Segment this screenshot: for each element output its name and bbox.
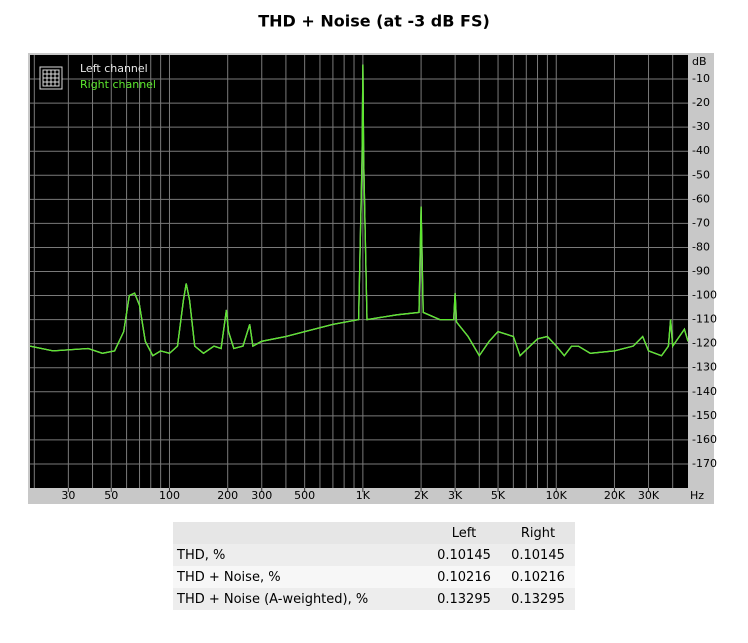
row-label: THD + Noise, % bbox=[173, 566, 427, 588]
x-tick-label: 5K bbox=[491, 489, 506, 502]
x-tick-label: 300 bbox=[251, 489, 272, 502]
x-tick-label: 10K bbox=[546, 489, 568, 502]
x-unit: Hz bbox=[690, 489, 704, 502]
results-table: Left Right THD, % 0.10145 0.10145 THD + Nois… bbox=[173, 522, 575, 610]
y-tick-label: -120 bbox=[692, 337, 717, 350]
x-tick-label: 500 bbox=[294, 489, 315, 502]
y-tick-label: -40 bbox=[692, 144, 710, 157]
chart-title: THD + Noise (at -3 dB FS) bbox=[258, 12, 490, 31]
row-label: THD + Noise (A-weighted), % bbox=[173, 588, 427, 610]
y-tick-label: -170 bbox=[692, 457, 717, 470]
legend-label: Left channel bbox=[80, 62, 148, 75]
y-tick-label: -20 bbox=[692, 96, 710, 109]
y-tick-label: -100 bbox=[692, 289, 717, 302]
y-tick-label: -30 bbox=[692, 120, 710, 133]
x-tick-label: 2K bbox=[414, 489, 429, 502]
y-tick-label: -140 bbox=[692, 385, 717, 398]
x-tick-label: 1K bbox=[356, 489, 371, 502]
table-row: THD + Noise, % 0.10216 0.10216 bbox=[173, 566, 575, 588]
y-tick-label: -150 bbox=[692, 409, 717, 422]
table-row: THD, % 0.10145 0.10145 bbox=[173, 544, 575, 566]
x-tick-label: 3K bbox=[448, 489, 463, 502]
table-value: 0.10216 bbox=[427, 566, 501, 588]
legend-label: Right channel bbox=[80, 78, 156, 91]
chart: THD + Noise (at -3 dB FS) dB Hz -10 -20 -3… bbox=[28, 12, 717, 504]
table-value: 0.10145 bbox=[427, 544, 501, 566]
table-value: 0.10145 bbox=[501, 544, 575, 566]
y-tick-label: -130 bbox=[692, 361, 717, 374]
table-row: THD + Noise (A-weighted), % 0.13295 0.1329… bbox=[173, 588, 575, 610]
legend-icon-grid bbox=[42, 69, 60, 87]
x-tick-label: 30 bbox=[61, 489, 75, 502]
y-tick-label: -160 bbox=[692, 433, 717, 446]
col-header: Left bbox=[427, 522, 501, 544]
y-tick-label: -70 bbox=[692, 216, 710, 229]
y-tick-label: -50 bbox=[692, 168, 710, 181]
y-tick-label: -60 bbox=[692, 192, 710, 205]
x-tick-label: 100 bbox=[159, 489, 180, 502]
y-tick-label: -110 bbox=[692, 313, 717, 326]
col-header: Right bbox=[501, 522, 575, 544]
row-label: THD, % bbox=[173, 544, 427, 566]
table-value: 0.13295 bbox=[427, 588, 501, 610]
table-value: 0.10216 bbox=[501, 566, 575, 588]
x-tick-label: 30K bbox=[638, 489, 660, 502]
x-tick-label: 50 bbox=[104, 489, 118, 502]
series-line bbox=[29, 64, 689, 357]
y-tick-label: -10 bbox=[692, 72, 710, 85]
x-tick-label: 20K bbox=[604, 489, 626, 502]
table-value: 0.13295 bbox=[501, 588, 575, 610]
y-unit: dB bbox=[692, 55, 707, 68]
y-tick-label: -80 bbox=[692, 240, 710, 253]
y-tick-label: -90 bbox=[692, 265, 710, 278]
x-tick-label: 200 bbox=[217, 489, 238, 502]
